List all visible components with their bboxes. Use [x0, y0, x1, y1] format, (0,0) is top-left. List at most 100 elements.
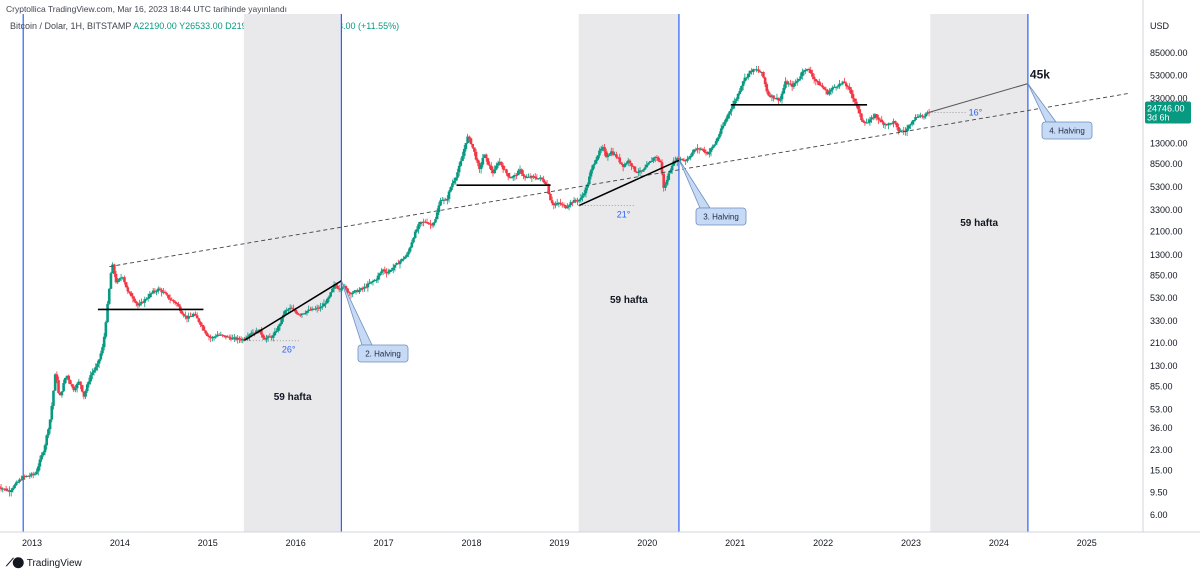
candle-body	[219, 334, 223, 336]
candle-body	[211, 337, 214, 339]
candle-body	[60, 391, 64, 396]
candle-body	[738, 90, 742, 94]
candle-body	[87, 381, 91, 385]
candle-body	[28, 475, 32, 477]
candle-body	[706, 152, 709, 155]
halving-label: 3. Halving	[703, 213, 739, 222]
candle-body	[452, 180, 456, 184]
candle-body	[773, 98, 777, 100]
candle-body	[630, 163, 633, 167]
candle-body	[789, 83, 792, 85]
candle-body	[648, 161, 652, 163]
y-tick-label: 9.50	[1150, 488, 1168, 498]
candle-body	[779, 99, 782, 101]
candle-body	[393, 264, 397, 268]
candle-body	[606, 155, 610, 158]
candle-body	[415, 229, 419, 232]
candle-body	[309, 309, 312, 311]
symbol-name[interactable]: Bitcoin / Dolar, 1H, BITSTAMP	[10, 21, 132, 31]
candle-body	[341, 287, 344, 289]
candle-body	[344, 286, 348, 289]
callout-box	[357, 344, 409, 363]
x-tick-label: 2023	[901, 538, 921, 548]
candle-body	[413, 231, 417, 238]
candle-body	[331, 288, 334, 293]
candle-body	[625, 163, 628, 165]
candle-body	[439, 200, 442, 206]
candle-body	[21, 476, 25, 480]
candle-body	[427, 222, 431, 224]
candle-body	[559, 202, 562, 205]
y-tick-label: 13000.00	[1150, 139, 1188, 149]
candle-body	[601, 147, 605, 149]
candle-body	[271, 335, 275, 338]
candle-body	[834, 86, 838, 88]
candle-body	[822, 87, 826, 90]
candle-body	[52, 390, 55, 406]
candle-body	[261, 334, 265, 338]
candle-body	[278, 323, 282, 327]
candle-body	[557, 202, 561, 204]
candle-body	[253, 332, 256, 334]
y-tick-label: 850.00	[1150, 270, 1178, 280]
candle-body	[295, 311, 299, 314]
candle-body	[782, 87, 786, 94]
candle-body	[304, 312, 307, 314]
candle-body	[897, 127, 900, 132]
candle-body	[62, 383, 65, 392]
candle-body	[750, 70, 753, 73]
candle-body	[334, 284, 338, 286]
candle-body	[787, 83, 791, 85]
tradingview-footer[interactable]: ⟋⬤ TradingView	[6, 557, 82, 570]
candle-body	[244, 337, 248, 339]
candle-body	[640, 170, 644, 172]
candle-body	[716, 137, 720, 142]
x-tick-label: 2019	[549, 538, 569, 548]
candle-body	[104, 322, 108, 337]
candle-body	[36, 466, 40, 472]
candle-body	[464, 143, 468, 149]
callout-box	[695, 207, 747, 226]
candle-body	[506, 173, 510, 177]
candle-body	[890, 123, 894, 125]
candle-body	[128, 291, 131, 293]
candle-body	[138, 303, 141, 306]
candle-body	[126, 287, 130, 292]
candle-body	[579, 197, 583, 200]
candle-body	[598, 150, 601, 156]
candle-body	[18, 479, 21, 482]
candle-body	[775, 97, 779, 99]
candle-body	[560, 204, 564, 206]
candle-body	[168, 298, 172, 300]
candle-body	[544, 182, 547, 185]
candle-body	[173, 301, 177, 303]
candle-body	[794, 82, 797, 84]
candle-body	[850, 89, 853, 94]
candle-body	[151, 290, 155, 293]
shaded-period	[930, 14, 1028, 532]
long-term-trendline	[109, 92, 1131, 268]
candle-body	[9, 490, 13, 493]
candle-body	[129, 292, 133, 297]
candle-body	[469, 138, 473, 144]
candle-body	[476, 159, 480, 163]
candle-body	[755, 69, 758, 71]
candle-body	[530, 175, 534, 178]
candle-body	[118, 278, 121, 281]
candle-body	[689, 155, 693, 158]
y-tick-label: 210.00	[1150, 338, 1178, 348]
candle-body	[659, 160, 662, 163]
candle-body	[189, 316, 192, 318]
candle-body	[302, 313, 305, 315]
candle-body	[444, 199, 447, 201]
candle-body	[489, 165, 493, 170]
candle-body	[816, 81, 819, 83]
candle-body	[270, 336, 273, 338]
candle-body	[207, 335, 211, 337]
candle-body	[714, 141, 718, 145]
candle-body	[40, 455, 43, 460]
candle-body	[902, 130, 906, 132]
candle-body	[846, 86, 850, 88]
candle-body	[114, 273, 118, 283]
